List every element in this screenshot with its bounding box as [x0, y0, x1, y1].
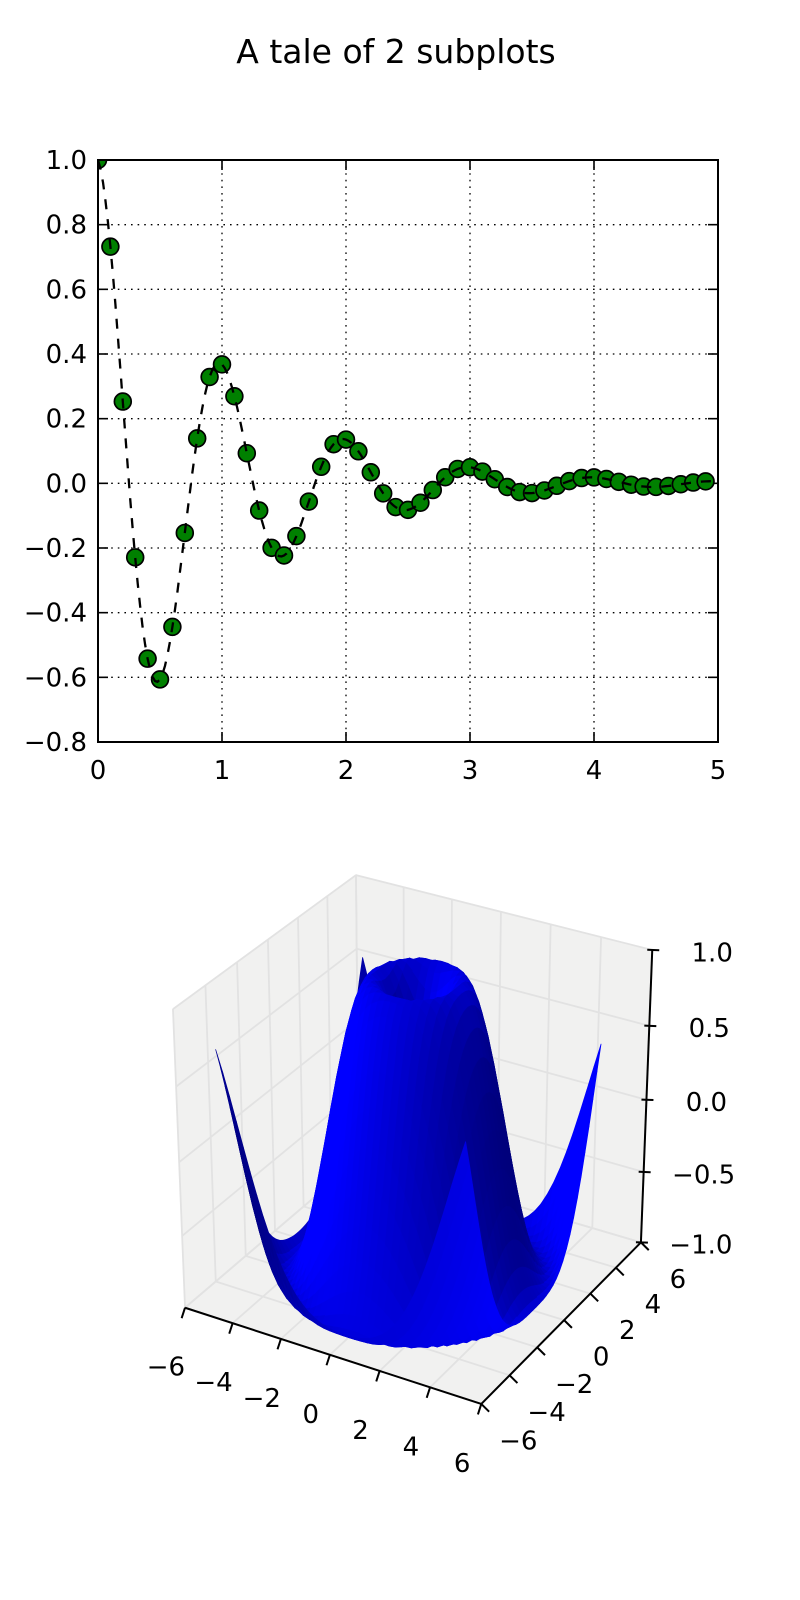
svg-text:0.0: 0.0 [46, 469, 87, 499]
svg-text:0.0: 0.0 [686, 1088, 727, 1118]
svg-text:6: 6 [670, 1265, 687, 1295]
axes-spines [97, 159, 719, 743]
svg-text:0.6: 0.6 [46, 275, 87, 305]
svg-text:−0.8: −0.8 [24, 728, 87, 758]
svg-text:0.8: 0.8 [46, 211, 87, 241]
svg-text:−4: −4 [194, 1368, 232, 1398]
y-tick-labels: 1.0 0.8 0.6 0.4 0.2 0.0 −0.2 −0.4 −0.6 −0.8 [24, 146, 87, 758]
svg-text:−0.6: −0.6 [24, 663, 87, 693]
data-markers [98, 160, 715, 689]
svg-text:6: 6 [454, 1449, 471, 1479]
svg-text:1.0: 1.0 [692, 938, 733, 968]
svg-text:−0.5: −0.5 [672, 1160, 735, 1190]
x-tick-labels: 0 1 2 3 4 5 [90, 756, 727, 786]
svg-text:4: 4 [645, 1290, 662, 1320]
svg-text:2: 2 [338, 756, 355, 786]
svg-text:2: 2 [619, 1316, 636, 1346]
svg-text:−2: −2 [555, 1370, 593, 1400]
svg-text:−6: −6 [499, 1426, 537, 1456]
svg-text:−2: −2 [243, 1384, 281, 1414]
surface [215, 957, 602, 1349]
svg-text:0: 0 [593, 1343, 610, 1373]
svg-text:−0.2: −0.2 [24, 534, 87, 564]
svg-text:5: 5 [710, 756, 727, 786]
dashed-line [98, 160, 716, 684]
svg-text:−0.4: −0.4 [24, 599, 87, 629]
svg-text:4: 4 [586, 756, 603, 786]
axis-lines [184, 949, 654, 1405]
svg-text:3: 3 [462, 756, 479, 786]
figure-title: A tale of 2 subplots [236, 32, 555, 71]
svg-text:−6: −6 [147, 1353, 185, 1383]
svg-text:4: 4 [403, 1432, 420, 1462]
grid [98, 160, 718, 742]
svg-text:−1.0: −1.0 [669, 1231, 732, 1261]
svg-text:0: 0 [302, 1400, 319, 1430]
svg-text:0.2: 0.2 [46, 405, 87, 435]
svg-text:1.0: 1.0 [46, 146, 87, 176]
svg-text:2: 2 [352, 1416, 369, 1446]
svg-text:0: 0 [90, 756, 107, 786]
subplot-damped-oscillation: 0 1 2 3 4 5 1.0 0.8 0.6 0.4 0.2 0.0 −0.2 −0.4 −0.6 −0.8 [24, 146, 726, 786]
svg-text:1: 1 [214, 756, 231, 786]
axis-ticks-3d [180, 948, 660, 1415]
axis-ticks [97, 159, 719, 743]
svg-text:0.4: 0.4 [46, 340, 87, 370]
svg-text:0.5: 0.5 [689, 1014, 730, 1044]
svg-text:−4: −4 [527, 1398, 565, 1428]
